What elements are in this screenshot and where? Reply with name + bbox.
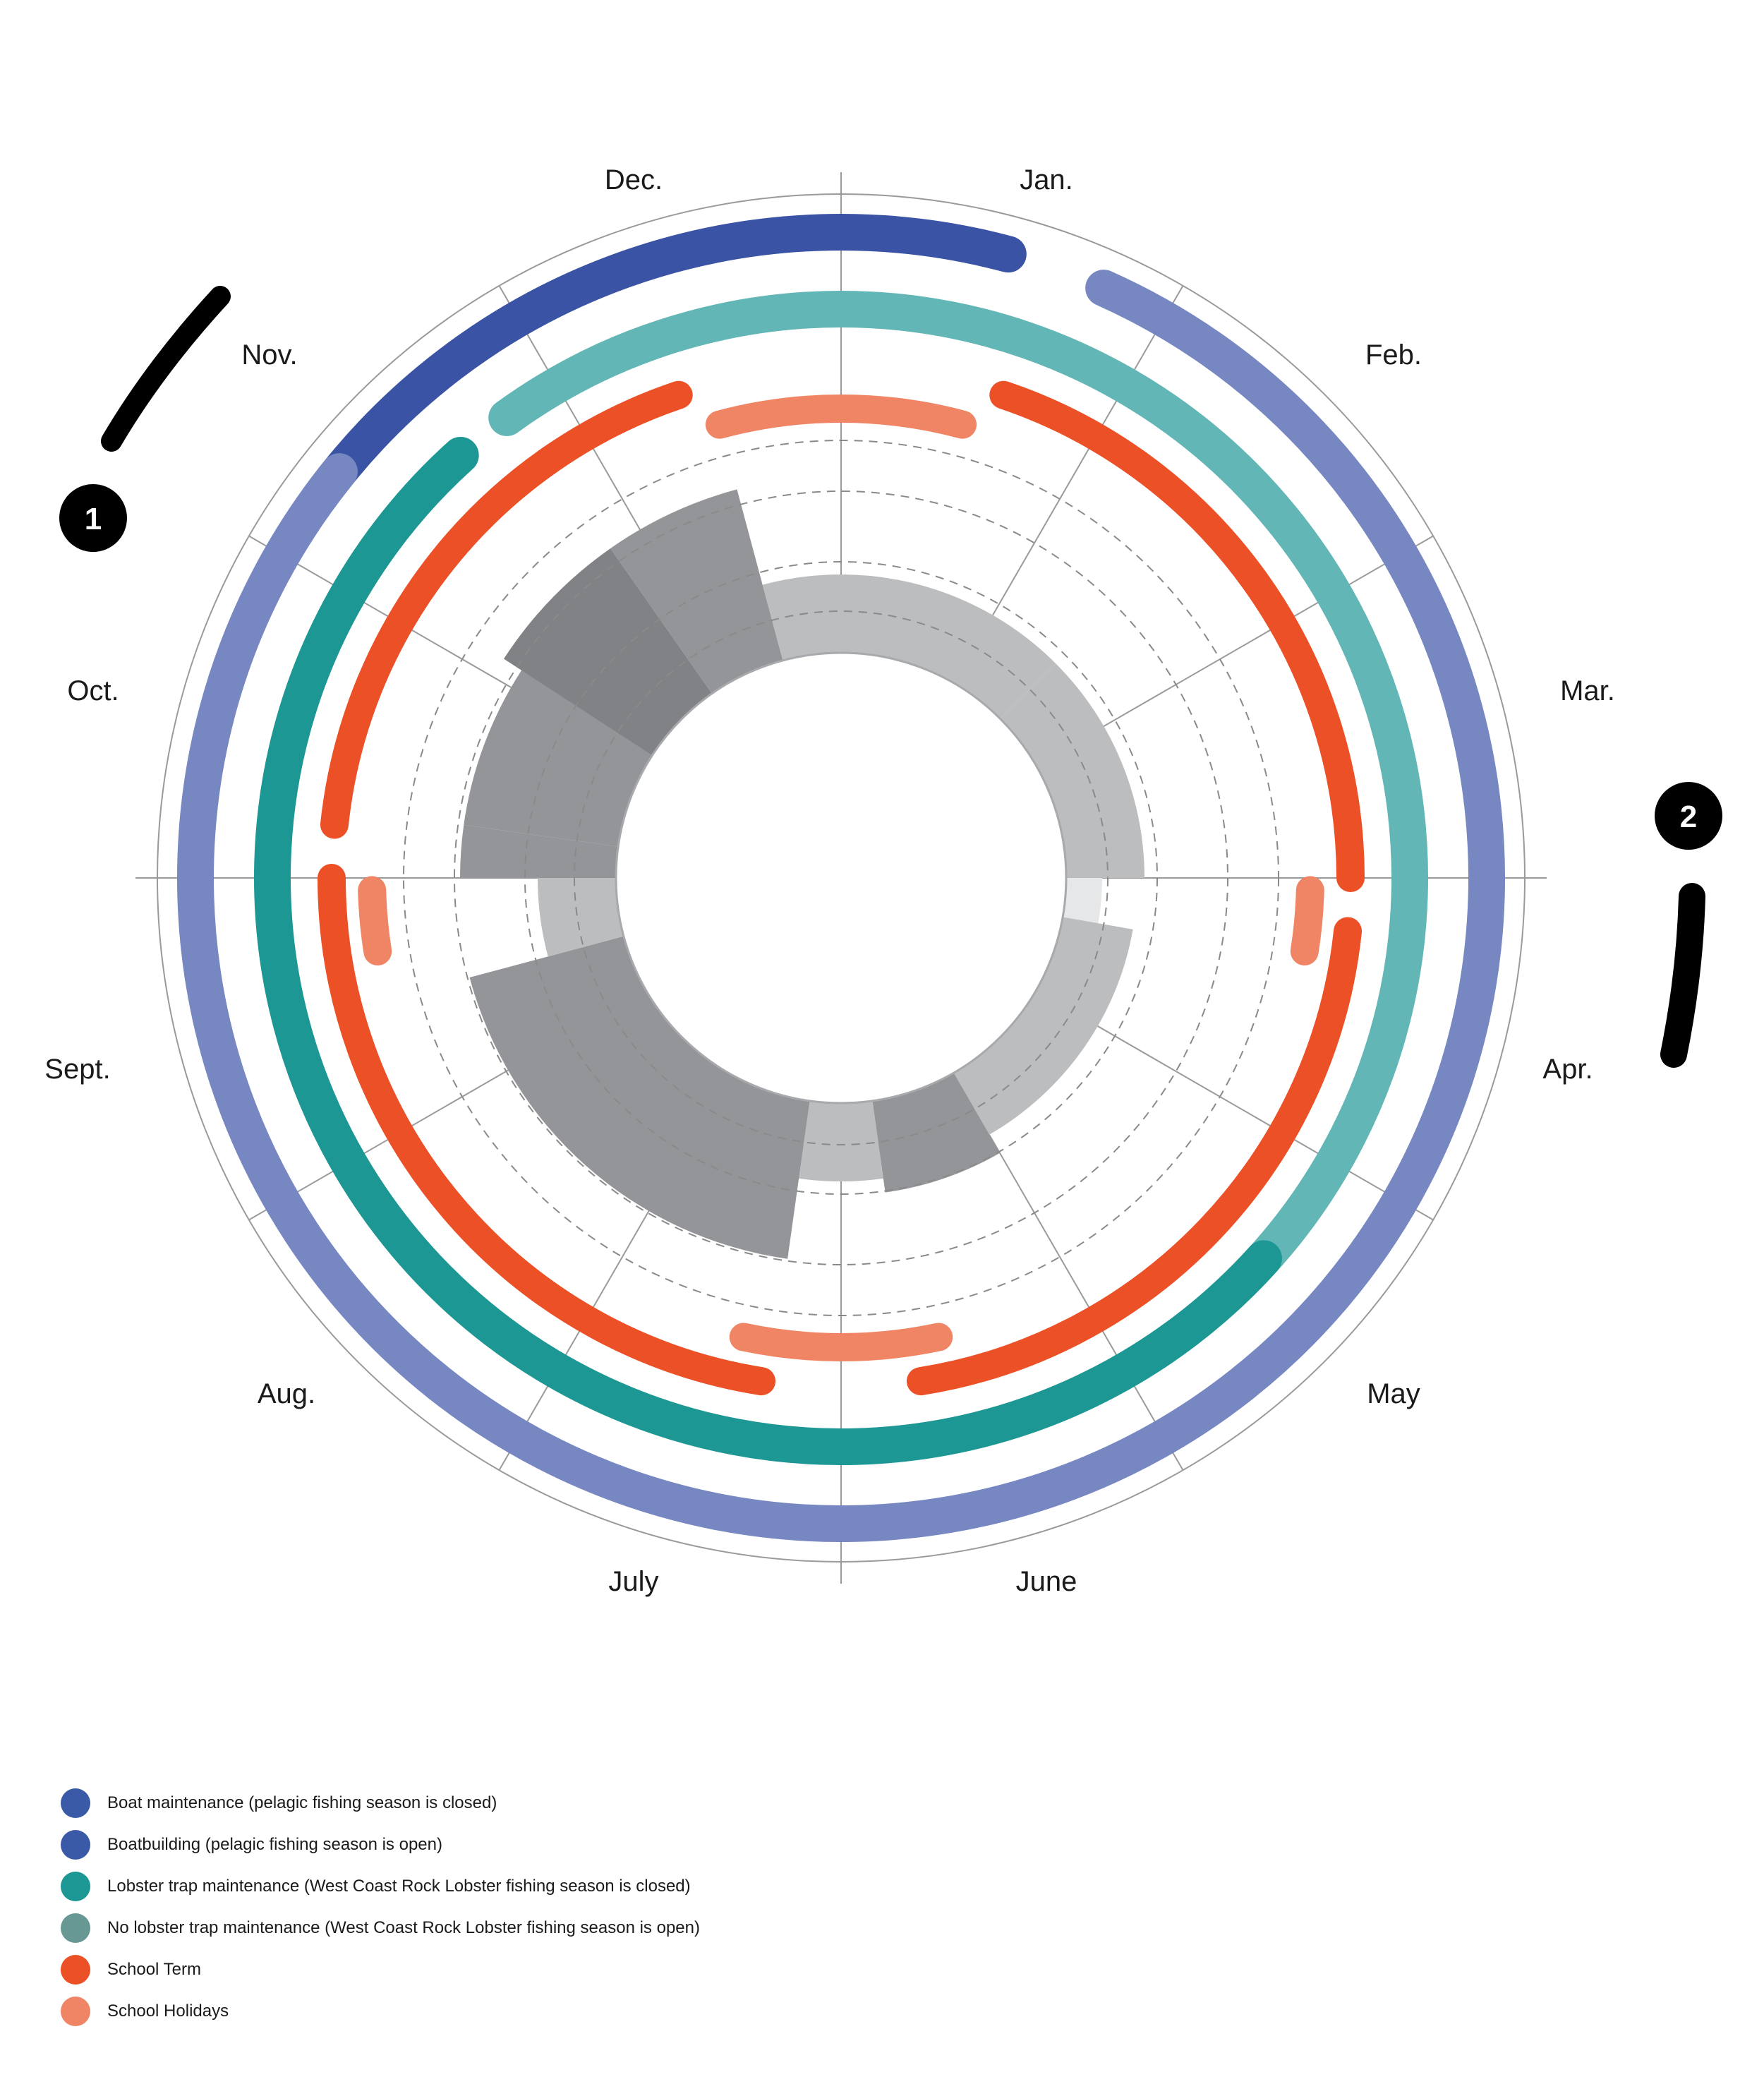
inner-bar-sector bbox=[1063, 878, 1102, 924]
inner-hole bbox=[615, 651, 1068, 1104]
legend-item-no-lobster-maintenance: No lobster trap maintenance (West Coast … bbox=[61, 1907, 700, 1949]
month-divider-line bbox=[1035, 989, 1434, 1221]
inner-bar-sector bbox=[469, 936, 810, 1259]
legend-dot-icon bbox=[61, 1913, 90, 1943]
activity-arc bbox=[318, 864, 776, 1396]
legend-item-school-holidays: School Holidays bbox=[61, 1990, 700, 2032]
legend-label: Lobster trap maintenance (West Coast Roc… bbox=[107, 1876, 691, 1896]
annotation-stroke-1 bbox=[101, 286, 231, 452]
dashed-gridline bbox=[574, 610, 1108, 1145]
activity-arc bbox=[254, 437, 1282, 1465]
legend-label: School Term bbox=[107, 1959, 201, 1979]
inner-bar-sector bbox=[872, 1073, 1000, 1193]
inner-bar-sector bbox=[610, 489, 783, 694]
legend-item-school-term: School Term bbox=[61, 1949, 700, 1990]
inner-bar-sector bbox=[1000, 663, 1144, 878]
activity-arc bbox=[358, 876, 392, 966]
legend-dot-icon bbox=[61, 1788, 90, 1818]
month-label-mar: Mar. bbox=[1560, 675, 1615, 706]
month-labels: Jan. Feb. Mar. Apr. May June July Aug. S… bbox=[44, 164, 1615, 1597]
activity-arc bbox=[729, 1323, 953, 1361]
activity-arc bbox=[906, 917, 1363, 1396]
inner-bar-sector bbox=[464, 632, 669, 847]
month-label-aug: Aug. bbox=[258, 1378, 315, 1409]
legend-dot-icon bbox=[61, 1996, 90, 2026]
activity-rings bbox=[177, 214, 1505, 1542]
legend-item-lobster-maintenance: Lobster trap maintenance (West Coast Roc… bbox=[61, 1865, 700, 1907]
inner-bar-sector bbox=[503, 548, 713, 756]
badge-1 bbox=[59, 484, 127, 552]
dashed-gridline bbox=[524, 561, 1158, 1195]
legend-item-boat-maintenance: Boat maintenance (pelagic fishing season… bbox=[61, 1782, 700, 1824]
month-label-dec: Dec. bbox=[605, 164, 663, 195]
inner-bar-sector bbox=[460, 824, 619, 878]
activity-arc bbox=[300, 214, 1027, 517]
legend-dot-icon bbox=[61, 1829, 90, 1860]
activity-arc bbox=[320, 380, 693, 839]
month-label-apr: Apr. bbox=[1542, 1054, 1593, 1085]
activity-arc bbox=[1290, 876, 1324, 966]
badge-2 bbox=[1655, 782, 1722, 850]
badge-1-label: 1 bbox=[85, 502, 102, 536]
dashed-gridline bbox=[403, 440, 1279, 1316]
dashed-gridlines bbox=[403, 440, 1279, 1316]
month-label-feb: Feb. bbox=[1365, 339, 1422, 371]
month-label-may: May bbox=[1367, 1378, 1420, 1409]
dashed-gridline bbox=[454, 490, 1228, 1265]
inner-bar-sector bbox=[841, 574, 1056, 719]
legend-item-boatbuilding: Boatbuilding (pelagic fishing season is … bbox=[61, 1824, 700, 1865]
month-label-nov: Nov. bbox=[241, 339, 297, 371]
legend-label: School Holidays bbox=[107, 2001, 229, 2021]
month-label-june: June bbox=[1016, 1566, 1077, 1597]
activity-arc bbox=[177, 270, 1505, 1542]
legend-dot-icon bbox=[61, 1954, 90, 1985]
inner-bar-sector bbox=[953, 917, 1133, 1135]
activity-arc bbox=[705, 395, 977, 439]
month-label-sept: Sept. bbox=[44, 1054, 110, 1085]
legend-label: No lobster trap maintenance (West Coast … bbox=[107, 1918, 700, 1937]
legend-dot-icon bbox=[61, 1871, 90, 1901]
inner-bar-sector bbox=[762, 574, 841, 661]
activity-arc bbox=[488, 291, 1428, 1319]
badge-2-label: 2 bbox=[1680, 800, 1697, 834]
legend-label: Boat maintenance (pelagic fishing season… bbox=[107, 1793, 497, 1812]
activity-arc bbox=[989, 380, 1365, 892]
inner-bar-sector bbox=[799, 1100, 883, 1182]
legend-label: Boatbuilding (pelagic fishing season is … bbox=[107, 1834, 442, 1854]
legend: Boat maintenance (pelagic fishing season… bbox=[61, 1782, 700, 2032]
month-label-july: July bbox=[608, 1566, 658, 1597]
annotation-stroke-2 bbox=[1660, 883, 1705, 1068]
month-label-oct: Oct. bbox=[67, 675, 119, 706]
inner-bar-sectors bbox=[460, 489, 1144, 1259]
month-label-jan: Jan. bbox=[1020, 164, 1073, 195]
inner-bar-sector bbox=[538, 878, 624, 957]
